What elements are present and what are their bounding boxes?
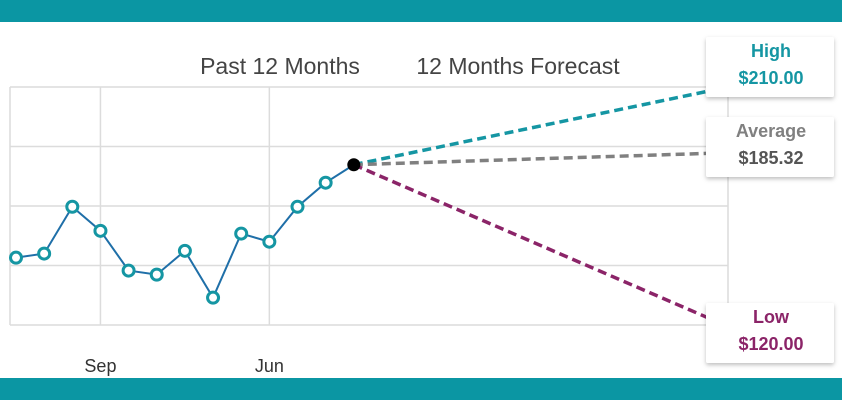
callout-name: Low — [753, 307, 790, 327]
callout-box — [706, 303, 834, 363]
forecast-line — [353, 89, 711, 167]
point — [290, 199, 305, 214]
point — [149, 267, 164, 282]
forecast-line — [353, 151, 711, 167]
point — [206, 290, 221, 305]
point — [121, 263, 136, 278]
point — [93, 223, 108, 238]
point — [177, 243, 192, 258]
x-tick-label: Sep — [84, 356, 116, 376]
price-line — [15, 163, 355, 300]
point — [65, 199, 80, 214]
period-label: Past 12 Months — [200, 53, 360, 79]
top-bar — [0, 0, 842, 22]
callout-name: High — [751, 41, 791, 61]
callout-box — [706, 37, 834, 97]
point — [37, 246, 52, 261]
callout-value: $210.00 — [738, 68, 803, 88]
point — [318, 175, 333, 190]
callout-name: Average — [736, 121, 806, 141]
point — [9, 250, 23, 265]
x-tick-label: Jun — [255, 356, 284, 376]
bottom-bar — [0, 378, 842, 400]
point — [234, 226, 249, 241]
callout-box — [706, 117, 834, 177]
forecast-line — [353, 163, 711, 321]
period-label: 12 Months Forecast — [416, 53, 620, 79]
point — [262, 234, 277, 249]
current-point — [347, 158, 361, 172]
callout-value: $185.32 — [738, 148, 803, 168]
callout-value: $120.00 — [738, 334, 803, 354]
